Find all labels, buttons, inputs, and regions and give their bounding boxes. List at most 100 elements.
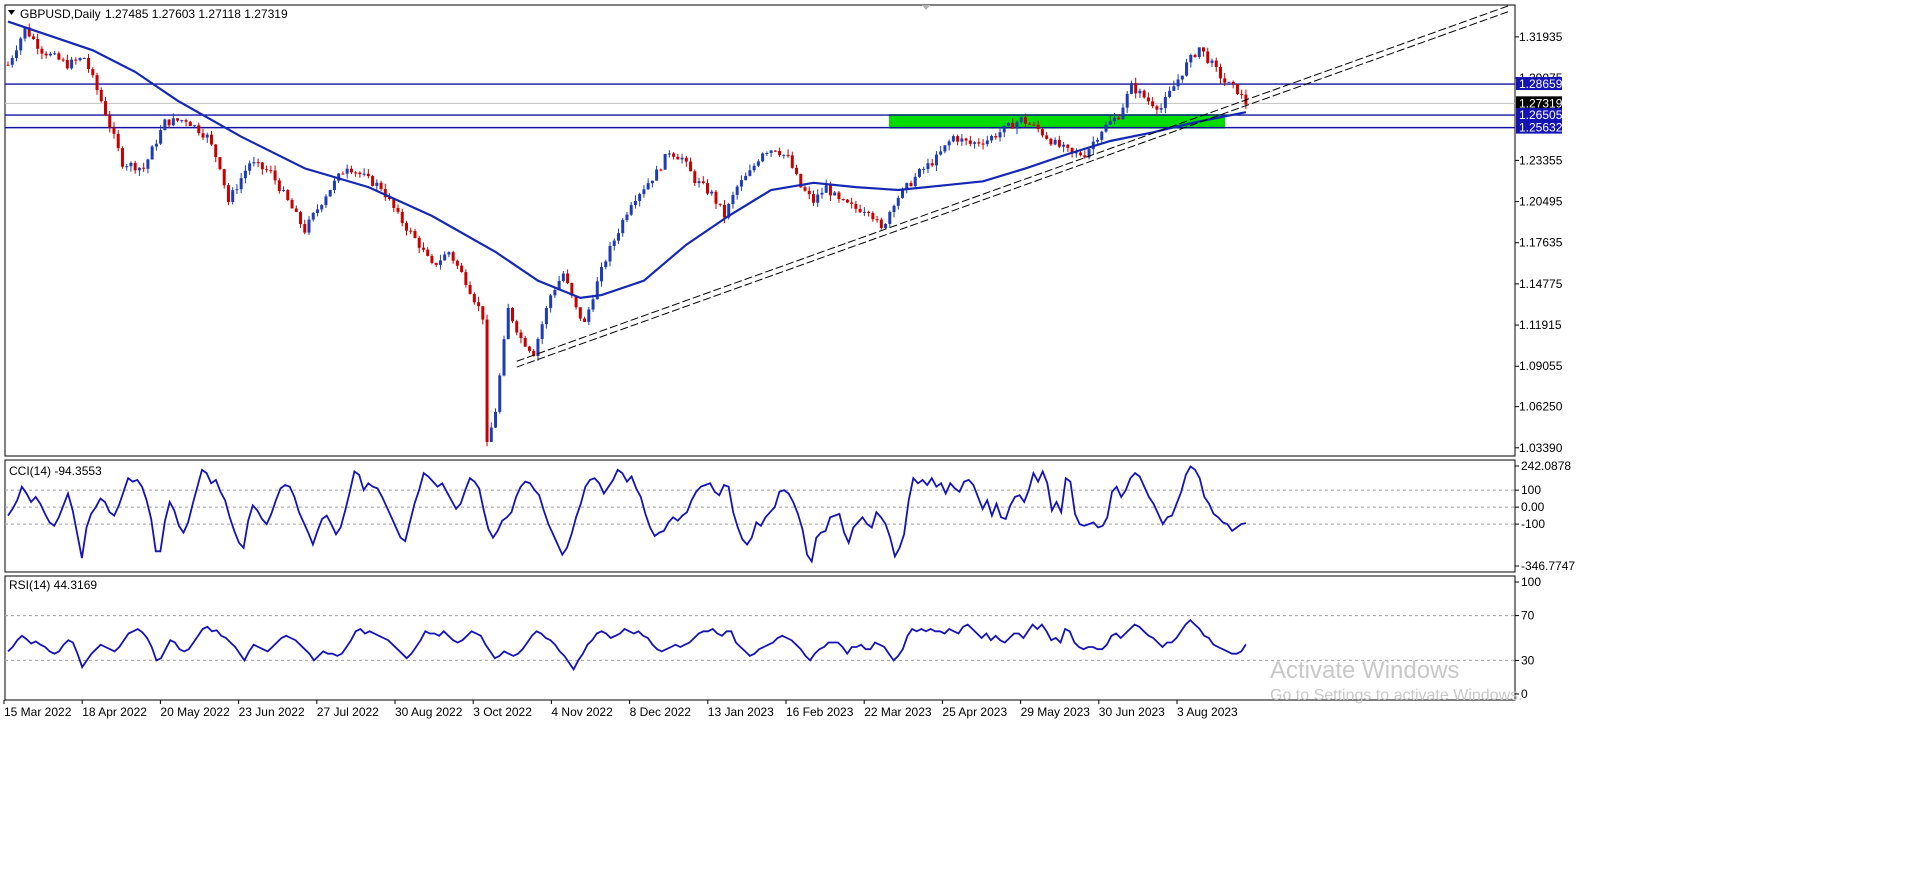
candle-body — [23, 27, 27, 39]
candle-body — [1159, 108, 1163, 110]
candle — [676, 153, 680, 160]
candle — [294, 205, 298, 213]
candle-body — [960, 138, 964, 142]
candle — [392, 198, 396, 213]
indicator-series-line — [7, 618, 1247, 672]
candle-body — [231, 190, 235, 203]
candle-body — [252, 162, 256, 164]
candle-body — [413, 231, 417, 238]
candle — [892, 204, 896, 218]
candle-body — [409, 230, 413, 232]
candle-body — [82, 57, 86, 59]
candle — [57, 51, 61, 61]
main-panel-frame — [4, 4, 1516, 457]
candle — [1138, 88, 1142, 98]
candle — [1007, 121, 1011, 127]
candle — [561, 271, 565, 283]
candle-body — [828, 185, 832, 196]
candle — [748, 164, 752, 177]
rsi-panel[interactable]: RSI(14) 44.3169 — [4, 575, 1516, 701]
candle — [1121, 103, 1125, 120]
candle-body — [510, 307, 514, 322]
candle — [871, 211, 875, 222]
candle — [205, 132, 209, 143]
candle-body — [701, 181, 705, 184]
candle-body — [176, 118, 180, 121]
main-price-panel[interactable]: GBPUSD,Daily 1.27485 1.27603 1.27118 1.2… — [4, 4, 1516, 457]
candle — [998, 126, 1002, 142]
symbol-label: GBPUSD,Daily — [20, 7, 101, 21]
candle-body — [672, 153, 676, 157]
price-tag-box — [1516, 120, 1562, 134]
candle-body — [354, 172, 358, 174]
candle — [807, 186, 811, 200]
candle — [239, 172, 243, 194]
candle-body — [426, 249, 430, 256]
candle — [82, 57, 86, 59]
candle — [1197, 47, 1201, 59]
candle-body — [222, 169, 226, 186]
candle — [604, 259, 608, 270]
candle-body — [163, 119, 167, 131]
candle — [1053, 137, 1057, 146]
price-tick-label: 1.20495 — [1519, 195, 1563, 209]
candle-body — [973, 142, 977, 144]
shift-marker-icon[interactable] — [922, 5, 930, 10]
candle — [477, 296, 481, 312]
candle — [282, 186, 286, 192]
candle-body — [362, 173, 366, 175]
candle — [413, 228, 417, 239]
candle — [964, 137, 968, 146]
candle-body — [655, 169, 659, 181]
candle-body — [269, 170, 273, 172]
candle-body — [299, 211, 303, 225]
candle — [6, 61, 10, 66]
candle-body — [752, 165, 756, 171]
candle-body — [549, 295, 553, 308]
candle — [184, 118, 188, 127]
candle-body — [824, 185, 828, 193]
candle-body — [311, 213, 315, 220]
candle — [31, 33, 35, 41]
candle-body — [896, 197, 900, 206]
candle — [129, 161, 133, 172]
candle-body — [180, 120, 184, 122]
candle-body — [1074, 152, 1078, 154]
candle-body — [570, 283, 574, 296]
candle-body — [443, 254, 447, 261]
candle-body — [561, 273, 565, 282]
candle-body — [438, 260, 442, 265]
candle-body — [150, 146, 154, 160]
candle-body — [663, 154, 667, 170]
candle — [1146, 92, 1150, 105]
candle — [1117, 114, 1121, 120]
cci-panel[interactable]: CCI(14) -94.3553 — [4, 459, 1516, 573]
candle-body — [621, 219, 625, 234]
candle-body — [99, 89, 103, 102]
candle-body — [778, 151, 782, 156]
candle-body — [201, 133, 205, 138]
price-tag-box — [1516, 77, 1562, 91]
indicator-series-line — [7, 465, 1247, 564]
candle — [328, 189, 332, 197]
candle — [1002, 125, 1006, 138]
candle — [286, 189, 290, 202]
candle-body — [27, 27, 31, 37]
candle-body — [990, 136, 994, 141]
candle-body — [197, 125, 201, 134]
candle-body — [468, 284, 472, 294]
candle — [816, 189, 820, 207]
candle-body — [193, 125, 197, 127]
price-tick-label: 1.11915 — [1519, 318, 1562, 332]
candle-body — [765, 153, 769, 155]
candle-body — [1083, 155, 1087, 158]
candle-body — [494, 411, 498, 428]
candle — [896, 195, 900, 210]
candle-body — [1053, 139, 1057, 145]
candle-body — [650, 180, 654, 184]
candle-body — [578, 307, 582, 319]
panel-menu-triangle-icon[interactable] — [8, 10, 15, 15]
candle — [782, 154, 786, 159]
indicator-tick-label: 0 — [1521, 687, 1528, 701]
